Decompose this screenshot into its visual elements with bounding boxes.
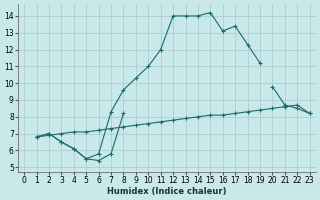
X-axis label: Humidex (Indice chaleur): Humidex (Indice chaleur): [107, 187, 227, 196]
